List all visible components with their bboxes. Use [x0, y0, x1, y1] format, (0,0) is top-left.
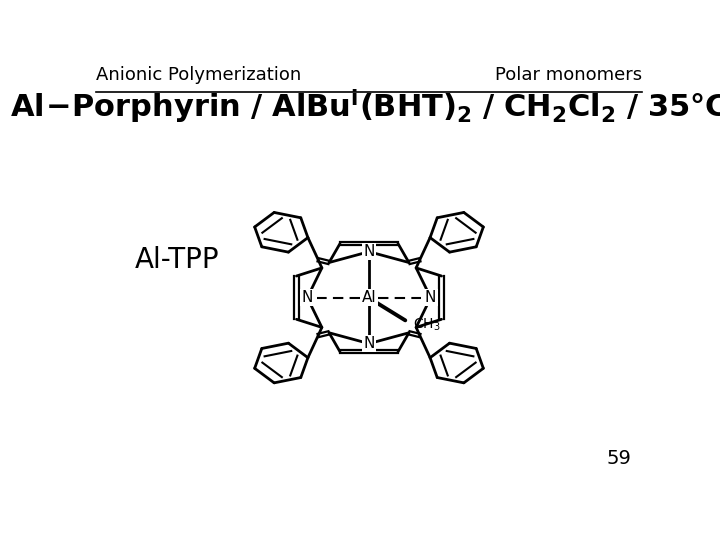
Text: N: N: [364, 336, 374, 351]
Text: Al: Al: [361, 290, 377, 305]
Text: Anionic Polymerization: Anionic Polymerization: [96, 65, 301, 84]
Text: N: N: [364, 244, 374, 259]
Text: $\mathbf{Al\!-\!Porphyrin\ /\ AlBu}^{\mathbf{i}}\mathbf{(BHT)_2\ /\ CH_2Cl_2\ /\: $\mathbf{Al\!-\!Porphyrin\ /\ AlBu}^{\ma…: [10, 87, 720, 125]
Text: Al-TPP: Al-TPP: [135, 246, 220, 274]
Text: $\mathregular{CH_3}$: $\mathregular{CH_3}$: [413, 316, 440, 333]
Text: N: N: [302, 290, 313, 305]
Text: 59: 59: [606, 449, 631, 468]
Text: Polar monomers: Polar monomers: [495, 65, 642, 84]
Text: N: N: [425, 290, 436, 305]
